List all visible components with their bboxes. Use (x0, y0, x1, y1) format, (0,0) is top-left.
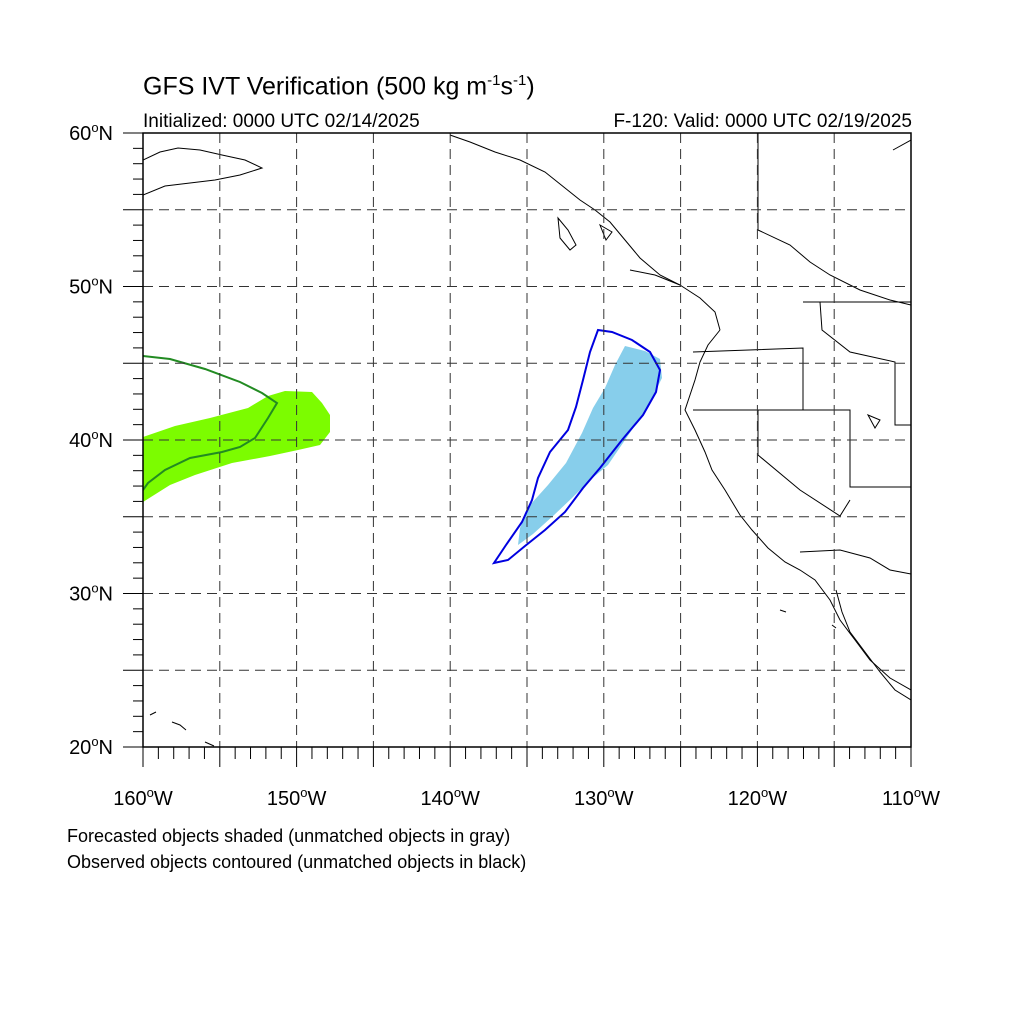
title-exponent-1: -1 (487, 72, 501, 89)
title-exponent-2: -1 (512, 72, 527, 89)
lon-label: 160oW (113, 785, 173, 810)
lon-label: 150oW (267, 785, 327, 810)
title-end: ) (526, 72, 535, 101)
lon-label: 120oW (728, 785, 788, 810)
lat-label: 40oN (69, 427, 113, 452)
lat-label: 50oN (69, 274, 113, 299)
title-unit-s: s (500, 72, 513, 101)
forecast-object-green (143, 391, 330, 502)
lon-label: 130oW (574, 785, 634, 810)
caption-observed: Observed objects contoured (unmatched ob… (67, 852, 527, 872)
observed-contour-blue (491, 328, 662, 565)
axis-ticks (123, 132, 912, 767)
graticule (143, 133, 911, 747)
valid-time: F-120: Valid: 0000 UTC 02/19/2025 (613, 111, 912, 132)
lat-label: 30oN (69, 581, 113, 606)
lat-label: 20oN (69, 734, 113, 759)
axis-labels: 160oW 150oW 140oW 130oW 120oW 110oW 60oN 50oN 40… (69, 120, 940, 810)
chart-title: GFS IVT Verification (500 kg m-1s-1) (143, 72, 535, 101)
lon-label: 110oW (882, 785, 940, 810)
forecast-object-blue (518, 346, 662, 545)
observed-contour-green (143, 355, 279, 491)
initialized-time: Initialized: 0000 UTC 02/14/2025 (143, 111, 420, 132)
lon-label: 140oW (420, 785, 480, 810)
title-text: GFS IVT Verification (500 kg m (143, 72, 488, 101)
caption-forecast: Forecasted objects shaded (unmatched obj… (67, 826, 511, 846)
coastlines (143, 133, 911, 747)
lat-label: 60oN (69, 120, 113, 145)
